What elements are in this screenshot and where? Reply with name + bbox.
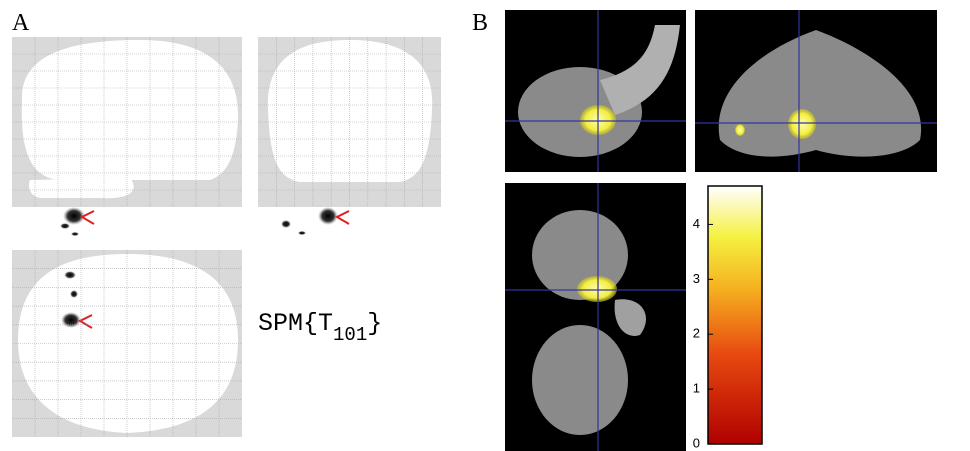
spm-label: SPM{T101} (258, 309, 382, 346)
colorbar-tick-label: 0 (693, 435, 700, 450)
sagittal-outline (21, 40, 239, 180)
panel-label: B (472, 10, 488, 36)
brain-slices (505, 10, 937, 451)
spm-suffix: } (367, 309, 382, 338)
colorbar-tick-label: 4 (693, 216, 700, 231)
cerebellum-outline (29, 178, 134, 199)
colorbar-tick-label: 1 (693, 381, 700, 396)
colorbar-tick-label: 3 (693, 271, 700, 286)
panel-label: A (12, 10, 30, 36)
spm-prefix: SPM{T (258, 309, 333, 338)
coronal-outline (267, 40, 433, 182)
glass-brain (12, 37, 441, 437)
colorbar-tick-label: 2 (693, 326, 700, 341)
colorbar (707, 185, 763, 445)
spm-subscript: 101 (333, 324, 367, 346)
